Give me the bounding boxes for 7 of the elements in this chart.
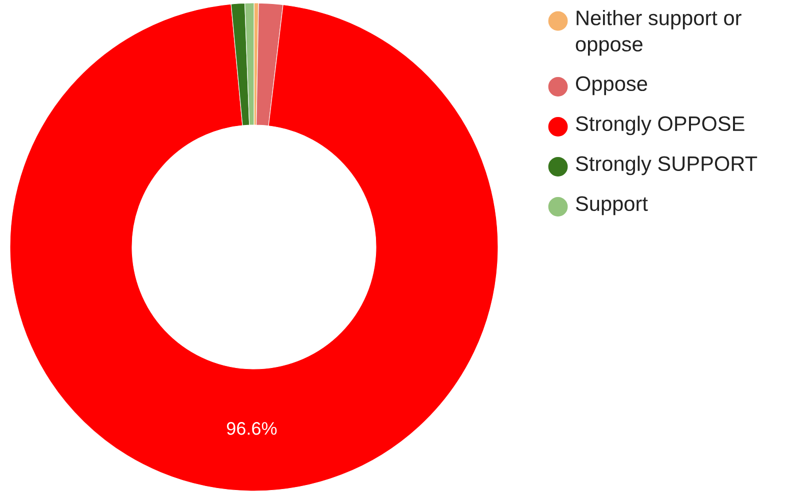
legend-label: Neither support or oppose [576,10,742,56]
legend-label: Strongly SUPPORT [576,156,758,176]
legend-label: Support [576,196,648,216]
legend-label: Strongly OPPOSE [576,116,744,136]
donut-slice [10,4,498,492]
data-label: 96.6% [226,422,277,435]
legend-label: Oppose [576,76,648,96]
